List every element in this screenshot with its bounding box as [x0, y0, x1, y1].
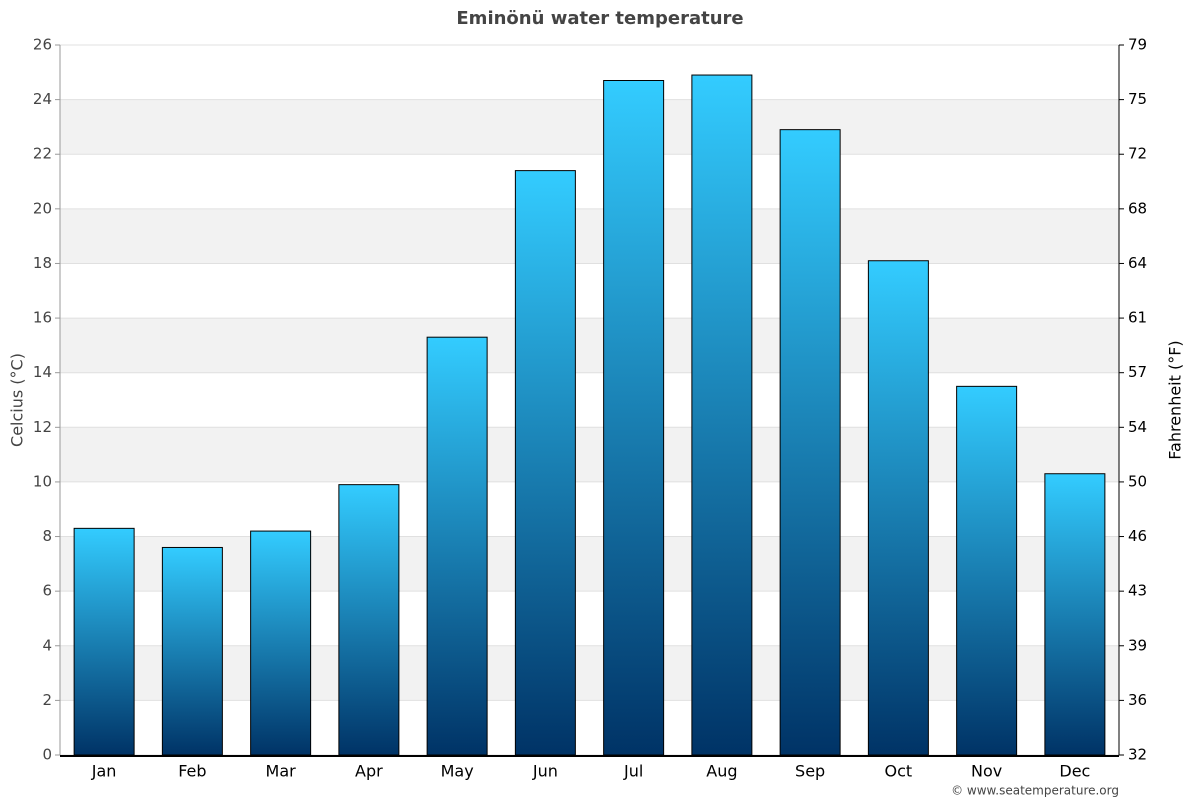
bar — [250, 530, 312, 756]
x-tick-label: May — [441, 762, 474, 781]
grid-band — [60, 99, 1119, 155]
y2-tick-label: 57 — [1128, 363, 1147, 381]
x-tick-label: Mar — [266, 762, 297, 781]
grid-band — [60, 208, 1119, 264]
y2-tick-label: 43 — [1128, 582, 1147, 600]
x-tick-label: Apr — [355, 762, 383, 781]
y2-tick-label: 79 — [1128, 36, 1147, 54]
y2-tick-label: 54 — [1128, 418, 1147, 436]
y-tick-label: 18 — [33, 254, 52, 272]
x-tick-label: Jan — [91, 762, 117, 781]
bar — [161, 546, 223, 756]
x-tick-label: Jul — [623, 762, 643, 781]
y2-tick-label: 64 — [1128, 254, 1147, 272]
y-tick-label: 12 — [33, 418, 52, 436]
bar — [514, 170, 576, 756]
y-tick-label: 14 — [33, 363, 52, 381]
credit: © www.seatemperature.org — [951, 784, 1119, 798]
x-tick-label: Jun — [532, 762, 558, 781]
x-tick-label: Dec — [1059, 762, 1090, 781]
bar — [73, 527, 135, 756]
y-tick-label: 0 — [42, 746, 52, 764]
y-tick-label: 10 — [33, 472, 52, 490]
bar — [867, 260, 929, 756]
grid-band — [60, 536, 1119, 592]
y2-axis-label: Fahrenheit (°F) — [1166, 340, 1185, 459]
y-tick-label: 16 — [33, 309, 52, 327]
bar — [956, 385, 1018, 756]
grid-band — [60, 645, 1119, 701]
y2-tick-label: 72 — [1128, 145, 1147, 163]
bar — [426, 336, 488, 756]
y-tick-label: 22 — [33, 145, 52, 163]
y-tick-label: 24 — [33, 90, 52, 108]
y2-tick-label: 39 — [1128, 636, 1147, 654]
y-tick-label: 20 — [33, 199, 52, 217]
x-tick-label: Aug — [706, 762, 737, 781]
x-tick-label: Nov — [971, 762, 1002, 781]
bar — [603, 80, 665, 756]
y2-tick-label: 46 — [1128, 527, 1147, 545]
x-tick-label: Feb — [178, 762, 206, 781]
chart-title: Eminönü water temperature — [456, 8, 743, 29]
bar — [1044, 473, 1106, 756]
y2-tick-label: 36 — [1128, 691, 1147, 709]
y2-tick-label: 32 — [1128, 746, 1147, 764]
bar — [779, 129, 841, 756]
x-tick-label: Oct — [885, 762, 913, 781]
grid-band — [60, 427, 1119, 482]
bar — [338, 484, 400, 756]
y-tick-label: 6 — [42, 582, 52, 600]
x-tick-label: Sep — [795, 762, 825, 781]
grid-band — [60, 318, 1119, 373]
y2-tick-label: 50 — [1128, 472, 1147, 490]
y-tick-label: 2 — [42, 691, 52, 709]
y-tick-label: 26 — [33, 36, 52, 54]
y-axis-label: Celcius (°C) — [8, 353, 27, 447]
y2-tick-label: 75 — [1128, 90, 1147, 108]
y-tick-label: 4 — [42, 636, 52, 654]
y2-tick-label: 61 — [1128, 309, 1147, 327]
y-tick-label: 8 — [42, 527, 52, 545]
bar — [691, 74, 753, 756]
y2-tick-label: 68 — [1128, 199, 1147, 217]
